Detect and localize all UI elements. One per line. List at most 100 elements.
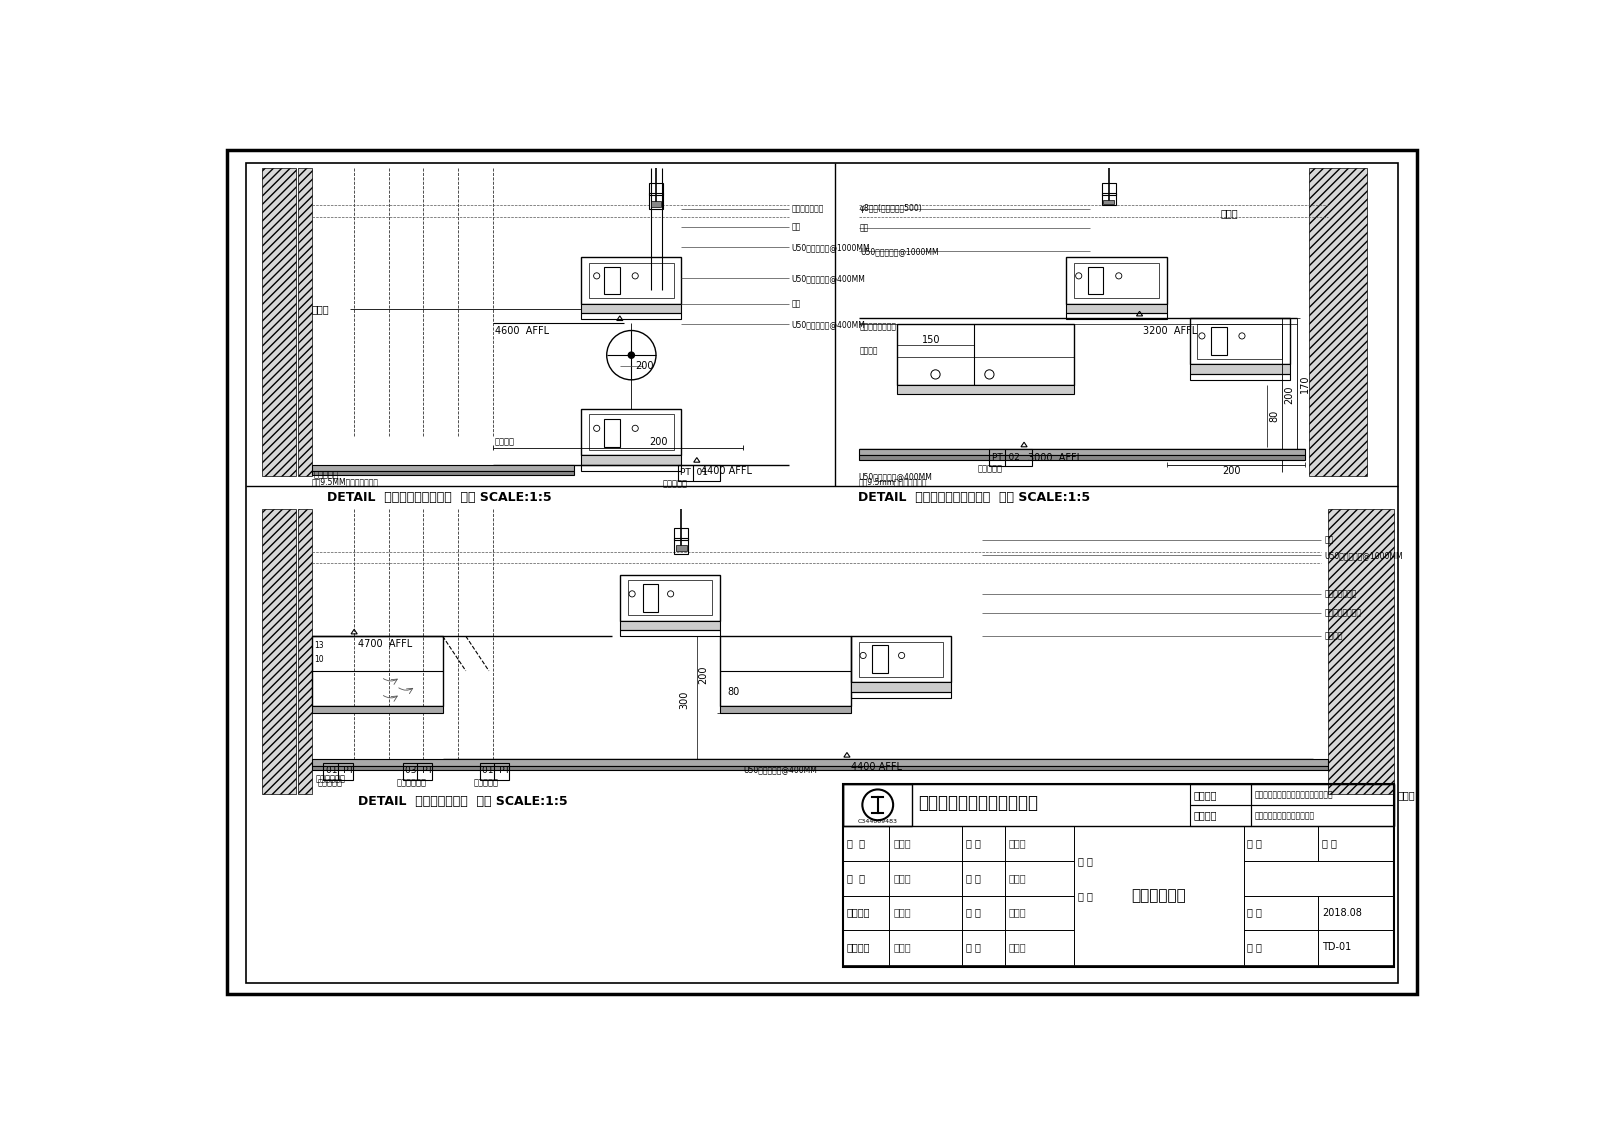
Text: 200: 200 [1222,466,1242,476]
Text: PT  02: PT 02 [992,454,1019,463]
Bar [1005,861,1074,896]
Text: 200: 200 [1285,386,1294,405]
Text: 苏瀏矩: 苏瀏矩 [1008,908,1026,917]
Bar [1189,364,1290,373]
Bar [1074,827,1243,965]
Text: U50上人副龙骨@400MM: U50上人副龙骨@400MM [859,473,933,482]
Text: 余诗忠: 余诗忠 [893,942,910,952]
Text: 4400 AFFL: 4400 AFFL [851,762,902,772]
Text: 工程名称: 工程名称 [1194,789,1218,800]
Bar [843,827,890,861]
Bar [480,763,509,780]
Text: U50上人主龙骨@1000MM: U50上人主龙骨@1000MM [861,247,939,256]
Bar [1189,318,1290,364]
Text: 角龙骨: 角龙骨 [1221,208,1238,218]
Bar [643,584,658,612]
Text: 校 对: 校 对 [966,942,981,952]
Bar [312,766,1328,770]
Bar [651,201,661,207]
Bar [1243,931,1318,965]
Text: 项目负责: 项目负责 [846,908,870,917]
Text: 内 容: 内 容 [1078,891,1093,900]
Bar [605,267,619,294]
Text: 佛山市祁福留学咋询有限公司装修工程: 佛山市祁福留学咋询有限公司装修工程 [1254,791,1334,800]
Text: U50上人副龙骨@400MM: U50上人副龙骨@400MM [742,765,818,774]
Bar [1318,896,1394,931]
Text: 4400 AFFL: 4400 AFFL [701,466,752,476]
Bar [1102,193,1115,205]
Text: 200: 200 [635,361,654,371]
Bar [1309,169,1366,476]
Text: 暗藏灯带铝位连接: 暗藏灯带铝位连接 [861,322,898,331]
Bar [1189,373,1290,380]
Text: 吸吸杠撑板固定: 吸吸杠撑板固定 [792,205,824,214]
Bar [312,465,574,470]
Text: 角龙骨: 角龙骨 [312,304,330,314]
Bar [1074,262,1158,299]
Text: 10: 10 [314,655,323,664]
Text: 苏瀏矩: 苏瀏矩 [1008,873,1026,883]
Text: 200: 200 [698,665,709,684]
Text: 白色乳胶漆: 白色乳胶漆 [318,779,342,788]
Bar [619,630,720,637]
Bar [627,580,712,615]
Bar [859,449,1306,456]
Text: 200: 200 [650,438,667,447]
Text: 内 架: 内 架 [1322,838,1338,848]
Bar [843,784,912,827]
Text: 天花大样图一: 天花大样图一 [1131,888,1186,904]
Circle shape [629,352,635,359]
Text: DETAIL  卫生间天花藏灯位大样  比例 SCALE:1:5: DETAIL 卫生间天花藏灯位大样 比例 SCALE:1:5 [859,491,1091,504]
Bar [843,896,890,931]
Bar [1328,509,1394,794]
Text: 帘骨: 帘骨 [792,299,800,308]
Bar [843,861,890,896]
Bar [1251,784,1394,805]
Bar [963,827,1005,861]
Bar [312,759,1328,766]
Text: 审  核: 审 核 [846,873,866,883]
Text: 主吸: 主吸 [1325,535,1334,544]
Text: 3200  AFFL: 3200 AFFL [1144,326,1198,336]
Text: 4600  AFFL: 4600 AFFL [494,326,549,336]
Bar [1243,827,1318,861]
Text: PT  01: PT 01 [680,468,707,476]
Bar [890,896,963,931]
Bar [1005,827,1074,861]
Bar [605,420,619,447]
Text: 业务号: 业务号 [1397,791,1414,801]
Bar [890,861,963,896]
Text: 主吸: 主吸 [861,224,869,233]
Text: 审  定: 审 定 [846,838,866,848]
Text: 根据实际尺寸: 根据实际尺寸 [315,775,346,783]
Bar [323,763,352,780]
Text: 80: 80 [728,687,739,697]
Bar [963,896,1005,931]
Text: 现场尺寸: 现场尺寸 [494,438,515,447]
Bar [262,509,296,794]
Bar [312,470,574,475]
Bar [403,763,432,780]
Text: 苏瀏矩: 苏瀏矩 [1008,838,1026,848]
Text: 聚立辉: 聚立辉 [893,908,910,917]
Text: 暗藏灯带铝位连接: 暗藏灯带铝位连接 [1325,608,1362,618]
Bar [581,456,682,465]
Text: 01  PT: 01 PT [482,767,510,776]
Bar [1243,896,1318,931]
Bar [581,313,682,319]
Text: 设 计: 设 计 [966,838,981,848]
Bar [589,414,674,450]
Bar [963,861,1005,896]
Bar [1189,784,1251,805]
Bar [890,931,963,965]
Text: 03  PT: 03 PT [405,767,434,776]
Text: 工种负责: 工种负责 [846,942,870,952]
Bar [650,193,662,209]
Text: 自攻螺丝: 自攻螺丝 [861,347,878,356]
Bar [843,931,890,965]
Bar [298,509,312,794]
Bar [677,465,720,482]
Bar [989,449,1032,466]
Text: 制 图: 制 图 [966,908,981,917]
Bar [898,323,1074,386]
